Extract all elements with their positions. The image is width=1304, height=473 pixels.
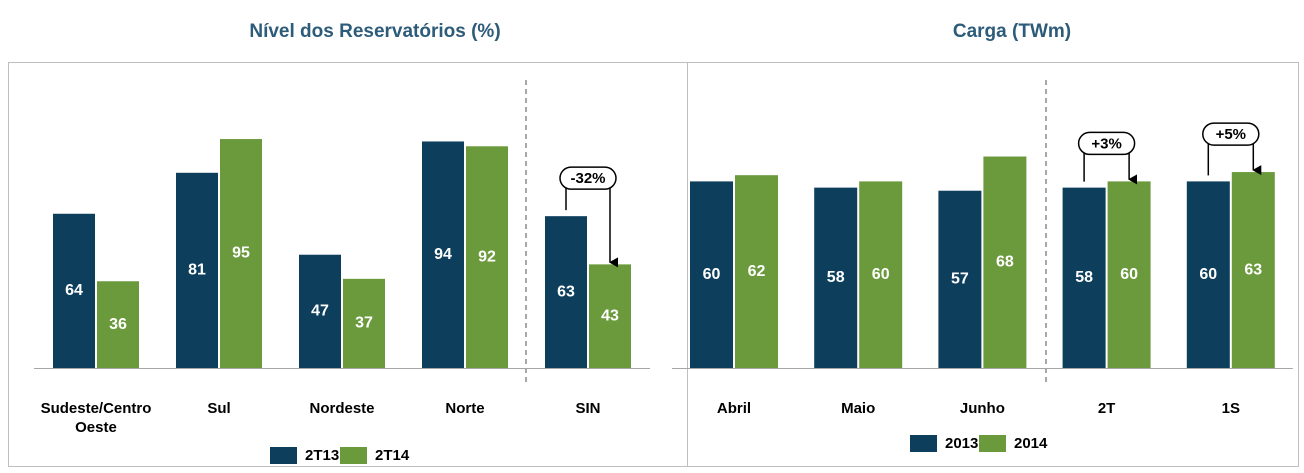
data-label: 58 bbox=[827, 269, 845, 286]
legend-label: 2T14 bbox=[375, 447, 410, 464]
data-label: 47 bbox=[311, 303, 329, 320]
bar bbox=[1107, 181, 1151, 368]
x-tick-label: 1S bbox=[1221, 400, 1240, 417]
annotation: -32% bbox=[570, 170, 605, 187]
data-label: 95 bbox=[232, 245, 250, 262]
bar bbox=[735, 175, 778, 368]
legend-label: 2T13 bbox=[305, 447, 339, 464]
chart-title: Carga (TWm) bbox=[953, 21, 1071, 42]
data-label: 60 bbox=[1120, 266, 1138, 283]
bar bbox=[938, 190, 982, 368]
x-tick-label: Maio bbox=[841, 400, 876, 417]
legend-label: 2014 bbox=[1014, 435, 1048, 452]
data-label: 37 bbox=[355, 315, 373, 332]
x-tick-label: Nordeste bbox=[309, 400, 375, 417]
bar bbox=[422, 141, 464, 368]
x-tick-label: Sul bbox=[207, 400, 231, 417]
bar bbox=[176, 172, 218, 368]
right-panel bbox=[687, 62, 1299, 467]
bar bbox=[343, 278, 385, 368]
bar bbox=[220, 139, 262, 368]
bar bbox=[545, 216, 587, 368]
bar bbox=[53, 213, 95, 368]
data-label: 63 bbox=[557, 283, 575, 300]
bar bbox=[1231, 172, 1275, 368]
legend-swatch bbox=[340, 447, 367, 464]
data-label: 36 bbox=[109, 316, 127, 333]
data-label: 64 bbox=[65, 282, 83, 299]
bar bbox=[299, 254, 341, 368]
legend-swatch bbox=[979, 435, 1006, 452]
x-tick-label: 2T bbox=[1097, 400, 1116, 417]
bar bbox=[983, 156, 1027, 368]
data-label: 58 bbox=[1075, 269, 1093, 286]
bar bbox=[1062, 187, 1106, 368]
data-label: 68 bbox=[996, 253, 1014, 270]
data-label: 57 bbox=[951, 271, 969, 288]
bar bbox=[97, 281, 139, 368]
data-label: 92 bbox=[478, 248, 496, 265]
data-label: 81 bbox=[188, 262, 206, 279]
legend-label: 2013 bbox=[945, 435, 978, 452]
x-tick-label: SIN bbox=[575, 400, 601, 417]
x-tick-label: Abril bbox=[716, 400, 752, 417]
annotation: +3% bbox=[1091, 135, 1121, 152]
data-label: 63 bbox=[1244, 261, 1262, 278]
legend-swatch bbox=[270, 447, 297, 464]
bar bbox=[814, 187, 858, 368]
bar bbox=[859, 181, 903, 368]
bar bbox=[1186, 181, 1230, 368]
data-label: 94 bbox=[434, 246, 452, 263]
x-tick-label: Norte bbox=[445, 400, 485, 417]
bar bbox=[466, 146, 508, 368]
bar bbox=[589, 264, 631, 368]
annotation-box bbox=[1077, 131, 1136, 156]
data-label: 43 bbox=[601, 307, 619, 324]
annotation-box bbox=[559, 166, 617, 190]
data-label: 60 bbox=[703, 266, 721, 283]
data-label: 60 bbox=[1199, 266, 1217, 283]
chart-title: Nível dos Reservatórios (%) bbox=[249, 21, 500, 42]
x-tick-label: Sudeste/Centro Oeste bbox=[40, 400, 152, 436]
data-label: 62 bbox=[748, 263, 766, 280]
annotation-box bbox=[1202, 122, 1260, 146]
legend-swatch bbox=[910, 435, 937, 452]
data-label: 60 bbox=[872, 266, 890, 283]
x-tick-label: Junho bbox=[959, 400, 1005, 417]
bar bbox=[690, 181, 733, 368]
annotation: +5% bbox=[1216, 126, 1246, 143]
